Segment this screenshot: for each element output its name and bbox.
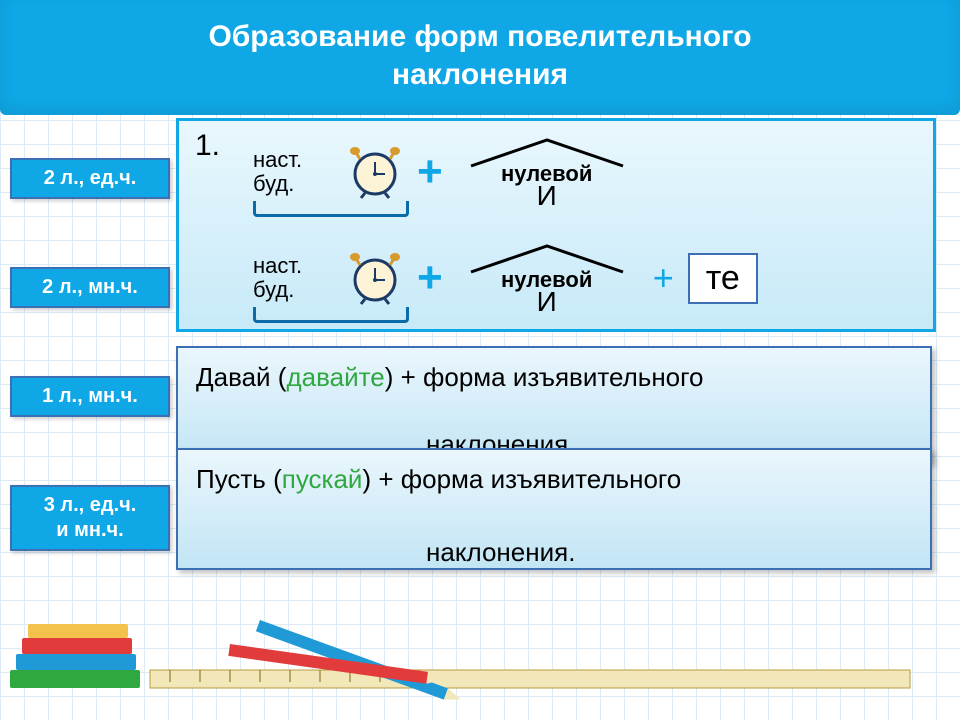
highlight-text: давайте [286, 362, 384, 392]
formula-box-3: Пусть (пускай) + форма изъявительного на… [176, 448, 932, 570]
page-title: Образование форм повелительного наклонен… [0, 0, 960, 115]
bracket-icon [253, 307, 409, 323]
te-suffix-box: те [688, 253, 758, 304]
formula-box-2: Давай (давайте) + форма изъявительного н… [176, 346, 932, 464]
clock-icon [347, 250, 403, 306]
sidebar-item-2pl: 2 л., мн.ч. [10, 267, 170, 308]
text: Пусть ( [196, 464, 282, 494]
step-number: 1. [195, 129, 220, 163]
sidebar-item-2sg: 2 л., ед.ч. [10, 158, 170, 199]
sidebar-item-3: 3 л., ед.ч. и мн.ч. [10, 485, 170, 551]
title-line2: наклонения [392, 58, 568, 91]
text: наклонения. [426, 537, 912, 568]
sidebar-item-1pl: 1 л., мн.ч. [10, 376, 170, 417]
plus-icon: + [417, 253, 443, 303]
text: ) + форма изъявительного [385, 362, 704, 392]
bracket-icon [253, 201, 409, 217]
plus-icon: + [417, 147, 443, 197]
plus-icon: + [653, 257, 674, 299]
clock-icon [347, 144, 403, 200]
tense-label: наст. буд. [253, 148, 343, 196]
tense-label: наст. буд. [253, 254, 343, 302]
formula-box-1: 1. наст. буд. + [176, 118, 936, 332]
suffix-roof: нулевой И [457, 136, 637, 209]
desk-decor-icon [0, 610, 960, 720]
text: Давай ( [196, 362, 286, 392]
main-area: 1. наст. буд. + [176, 118, 944, 570]
title-line1: Образование форм повелительного [208, 20, 751, 53]
text: ) + форма изъявительного [362, 464, 681, 494]
sidebar: 2 л., ед.ч. 2 л., мн.ч. 1 л., мн.ч. 3 л.… [10, 158, 170, 551]
highlight-text: пускай [282, 464, 363, 494]
suffix-roof: нулевой И [457, 242, 637, 315]
